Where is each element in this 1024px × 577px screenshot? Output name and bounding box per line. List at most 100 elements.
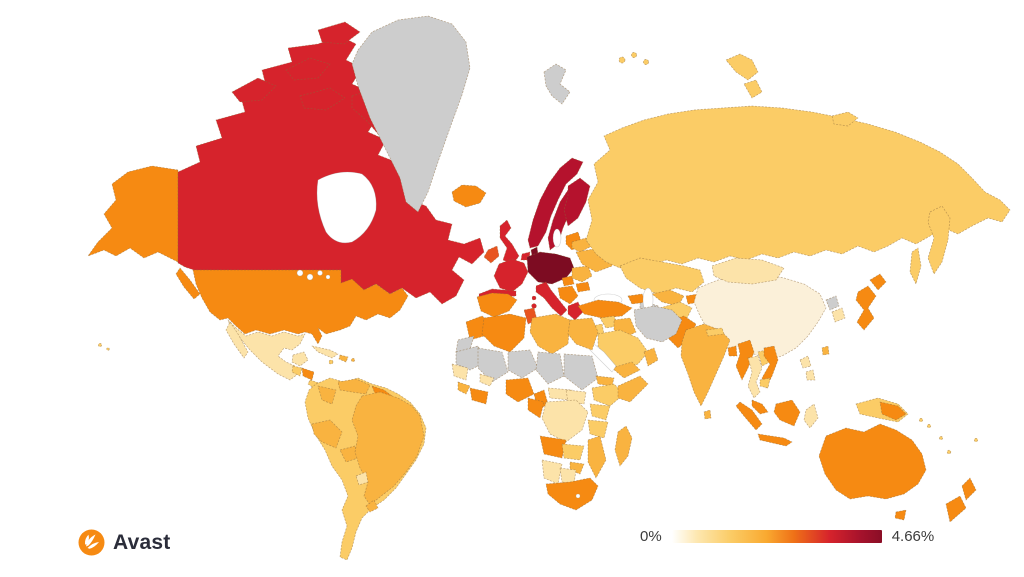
south-america [304,377,427,561]
region-mongolia [711,257,785,285]
legend-min-label: 0% [640,528,662,545]
region-oman [643,347,659,367]
region-nepal [705,327,725,337]
region-iran [633,305,683,343]
region-sulawesi [803,403,819,429]
region-borneo [773,399,801,427]
region-turkey [577,299,633,319]
region-yucatan [291,351,309,367]
avast-branding: Avast [78,529,170,556]
region-france [493,258,529,293]
europe [451,157,623,325]
region-svalbard [543,63,571,105]
africa [451,307,649,511]
region-mali [477,347,509,383]
region-canada-arctic-island-1 [231,77,277,103]
region-balkans [557,285,579,305]
region-bulgaria [575,281,591,293]
region-myanmar [735,339,755,381]
region-central-europe [526,251,575,285]
legend-max-label: 4.66% [891,528,935,545]
region-nigeria [505,377,535,403]
region-namibia [541,459,563,485]
region-spain-portugal [476,292,518,318]
avast-logo-comet [84,534,99,549]
region-yemen [611,361,641,379]
region-gabon-congo [527,397,545,419]
region-java [757,433,793,447]
region-india [680,323,731,407]
region-vanuatu [939,436,943,440]
region-sumatra [735,401,763,431]
region-libya [529,313,571,355]
legend-gradient-bar [671,530,882,543]
region-philippines-north [799,355,812,369]
region-thailand [747,355,763,399]
region-niger [507,349,539,379]
region-honduras-nicaragua [301,367,315,381]
region-sierra-leone-liberia [457,381,471,395]
region-russia [585,105,1011,269]
region-hispaniola [338,354,349,363]
region-cambodia [759,377,771,389]
region-romania [571,265,593,283]
region-canada-arctic-island-3 [299,87,346,111]
region-australia [818,423,927,500]
middle-east [577,299,683,379]
region-chad [535,351,565,385]
great-lake-1 [296,269,304,277]
region-jamaica [328,359,334,365]
region-zambia [561,443,585,461]
region-mozambique [587,435,607,479]
region-uruguay [365,499,379,513]
great-lake-4 [325,274,331,280]
region-corsica [531,295,537,301]
region-tanzania [587,419,609,439]
region-franz-josef-2 [631,52,637,58]
region-united-kingdom [499,219,520,265]
southeast-asia [735,339,909,447]
region-greenland [351,15,471,213]
region-japan-honshu [855,285,877,331]
region-sakhalin [909,247,922,285]
lesotho-cutout [575,493,581,499]
region-fiji [973,437,979,443]
red-sea [589,343,617,373]
region-italy [535,281,568,317]
region-madagascar [614,425,633,467]
avast-logo-circle [78,529,105,556]
hudson-bay [316,171,377,244]
region-peru [311,419,343,449]
region-vietnam [761,345,779,389]
region-united-states [192,269,409,345]
region-new-caledonia [946,449,952,455]
region-bangladesh [727,345,738,357]
region-south-korea [831,307,846,323]
region-uzbekistan [651,289,685,307]
region-novaya-zemlya [725,53,759,81]
region-new-zealand-south [945,495,967,523]
russia-north-asia [543,52,1011,285]
region-colombia [317,385,337,405]
region-somalia [617,375,649,403]
region-paraguay [355,471,369,486]
region-kazakhstan [619,257,705,295]
region-ethiopia [591,383,625,407]
region-uganda-kenya [589,403,611,421]
region-norway [527,157,584,249]
region-angola [539,435,567,459]
region-brazil [351,391,425,506]
region-burkina [479,373,495,387]
region-solomon-2 [926,423,932,429]
region-franz-josef-3 [643,59,649,65]
baltic-sea [552,228,562,248]
region-solomon-1 [918,417,924,423]
region-papua-new-guinea-east [879,401,907,421]
region-sardinia [531,303,537,309]
region-new-zealand-north [961,477,977,501]
region-tasmania [894,509,907,521]
region-greece [567,301,584,321]
region-hawaii-2 [106,347,110,351]
region-novaya-zemlya-south [743,79,763,99]
